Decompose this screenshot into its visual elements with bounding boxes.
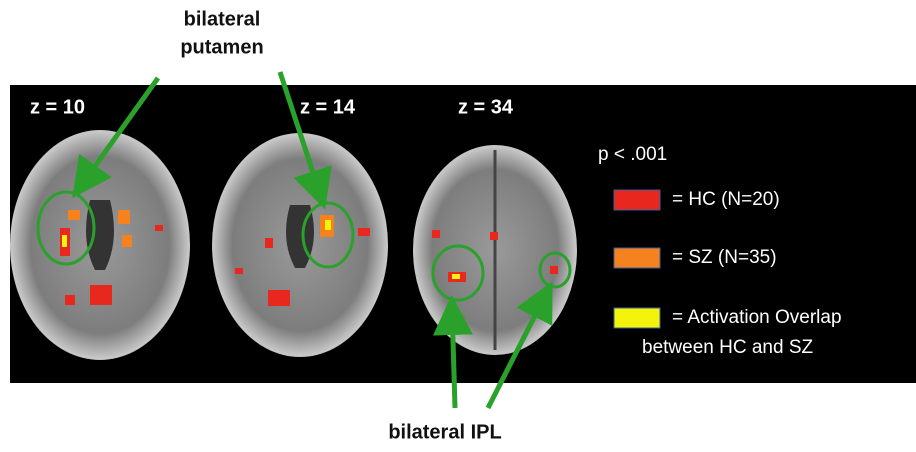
slice-label: z = 14 (300, 96, 356, 118)
legend-label: = SZ (N=35) (672, 247, 777, 268)
figure: bilateral putamen bilateral IPL z = 10 z… (0, 0, 916, 447)
slice-label: z = 34 (458, 96, 514, 118)
annotation: bilateral (184, 8, 261, 30)
legend-label: between HC and SZ (642, 337, 813, 358)
legend-label: = HC (N=20) (672, 189, 780, 210)
slice-label: z = 10 (30, 96, 85, 118)
legend-swatch (614, 190, 660, 210)
annotation: bilateral IPL (388, 421, 501, 443)
legend-label: = Activation Overlap (672, 307, 842, 328)
annotation: putamen (180, 36, 263, 58)
threshold: p < .001 (598, 144, 667, 165)
legend-swatch (614, 308, 660, 328)
legend-swatch (614, 248, 660, 268)
